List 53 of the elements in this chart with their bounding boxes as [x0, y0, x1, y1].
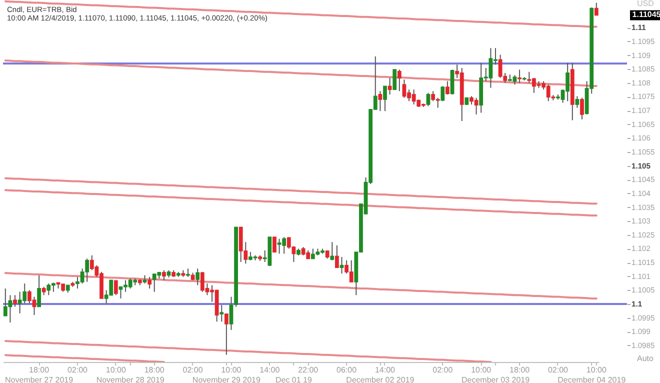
line-series [4, 189, 598, 217]
x-tick-label: 10:00 [106, 366, 126, 374]
x-tick-label: 10:00 [471, 366, 492, 374]
candlestick [37, 274, 41, 308]
candlestick [148, 276, 152, 289]
candlestick [397, 69, 402, 92]
candlestick [446, 80, 450, 96]
candlestick [272, 236, 276, 252]
candlestick [594, 2, 598, 16]
x-tick-label: 06:00 [336, 366, 358, 374]
line-series [4, 272, 598, 300]
x-tick-label: December 04 2019 [558, 376, 626, 383]
candlestick [440, 86, 445, 102]
line-series [4, 340, 492, 362]
candlestick [196, 268, 200, 286]
candlestick [388, 77, 392, 96]
text: USD [637, 0, 654, 8]
line-series [4, 0, 598, 28]
candlestick [220, 304, 224, 322]
x-tick-label: December 03 2019 [461, 376, 530, 383]
candlestick [450, 69, 454, 96]
x-tick-label: 02:00 [67, 366, 88, 374]
candlestick [162, 270, 166, 281]
candlestick [114, 280, 118, 296]
candlestick [392, 69, 397, 90]
x-tick-label: 02:00 [432, 366, 454, 374]
x-tick-label: November 28 2019 [96, 376, 165, 383]
x-tick-label: 02:00 [548, 366, 569, 374]
x-tick-label: 10:00 [221, 366, 242, 374]
line-series [4, 354, 165, 362]
x-tick-label: Dec 01 19 [275, 376, 312, 383]
x-tick-label: 18:00 [144, 366, 165, 374]
candlestick [334, 244, 339, 268]
x-tick-label: November 29 2019 [192, 376, 262, 383]
candlestick [13, 294, 17, 308]
line-series [4, 177, 598, 205]
x-tick-label: 14:00 [374, 366, 396, 374]
candlestick [330, 242, 334, 261]
candlestick [378, 90, 382, 112]
x-tick-label: 10:00 [586, 366, 607, 374]
x-tick-label: 18:00 [510, 366, 530, 374]
x-tick-label: 02:00 [182, 366, 204, 374]
x-tick-label: 14:00 [260, 366, 280, 374]
candlestick [383, 86, 387, 112]
candlestick [340, 256, 344, 274]
candlestick [575, 96, 580, 108]
candlestick [224, 313, 228, 356]
text: Auto [637, 354, 654, 363]
x-tick-label: December 02 2019 [346, 376, 415, 383]
candlestick [518, 69, 522, 84]
candlestick [426, 92, 430, 107]
candlestick [580, 97, 584, 120]
x-tick-label: 22:00 [298, 366, 319, 374]
